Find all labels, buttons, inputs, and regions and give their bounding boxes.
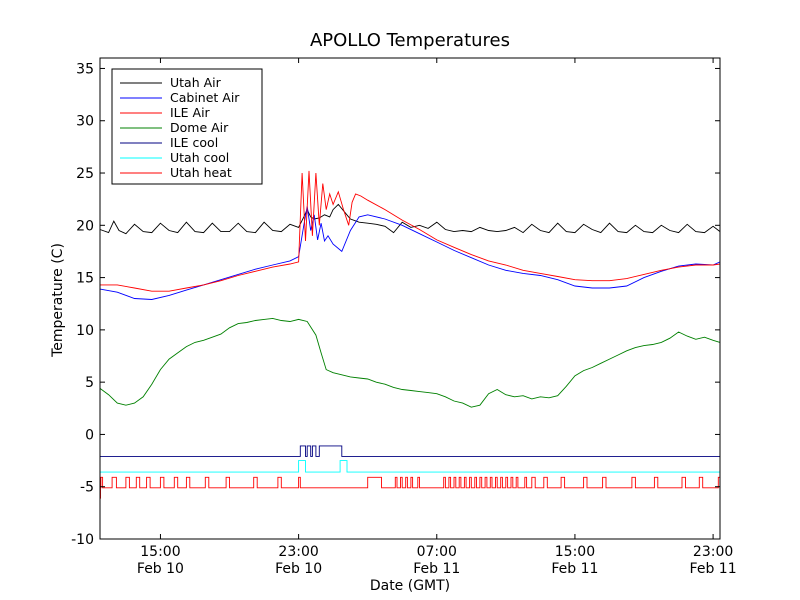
y-tick-label: 10	[76, 323, 94, 339]
series-line-cabinet-air	[99, 206, 721, 300]
series-line-ile-cool	[100, 445, 720, 457]
y-tick-label: -5	[80, 480, 94, 496]
series-line-dome-air	[99, 317, 721, 408]
legend-label: Utah cool	[170, 150, 229, 165]
y-tick-label: 20	[76, 218, 94, 234]
x-tick-time: 15:00	[140, 544, 180, 560]
y-tick-label: 35	[76, 61, 94, 77]
x-axis-label: Date (GMT)	[370, 578, 450, 594]
y-tick-label: 15	[76, 271, 94, 287]
x-tick-date: Feb 10	[275, 561, 322, 577]
y-tick-label: 0	[85, 427, 94, 443]
y-axis-label: Temperature (C)	[50, 243, 66, 358]
legend-label: Utah heat	[170, 165, 232, 180]
x-tick-time: 23:00	[278, 544, 318, 560]
x-tick-date: Feb 11	[551, 561, 598, 577]
x-tick-date: Feb 11	[413, 561, 460, 577]
x-tick-time: 15:00	[555, 544, 595, 560]
series-group	[99, 170, 721, 499]
y-tick-label: 25	[76, 166, 94, 182]
x-tick-time: 23:00	[693, 544, 733, 560]
legend-label: ILE Air	[170, 105, 211, 120]
y-tick-label: -10	[71, 532, 94, 548]
legend-box	[111, 68, 263, 185]
plot-frame	[99, 57, 721, 540]
legend-label: Utah Air	[170, 75, 222, 90]
x-tick-date: Feb 11	[690, 561, 737, 577]
chart-title: APOLLO Temperatures	[310, 30, 510, 51]
series-line-utah-heat	[100, 476, 721, 499]
x-tick-time: 07:00	[417, 544, 457, 560]
series-line-utah-air	[99, 203, 721, 235]
series-line-ile-air	[100, 170, 721, 292]
legend-label: ILE cool	[170, 135, 218, 150]
x-tick-date: Feb 10	[137, 561, 184, 577]
legend-label: Dome Air	[170, 120, 229, 135]
legend-label: Cabinet Air	[170, 90, 240, 105]
y-tick-label: 5	[85, 375, 94, 391]
series-line-utah-cool	[100, 460, 720, 473]
y-tick-label: 30	[76, 114, 94, 130]
